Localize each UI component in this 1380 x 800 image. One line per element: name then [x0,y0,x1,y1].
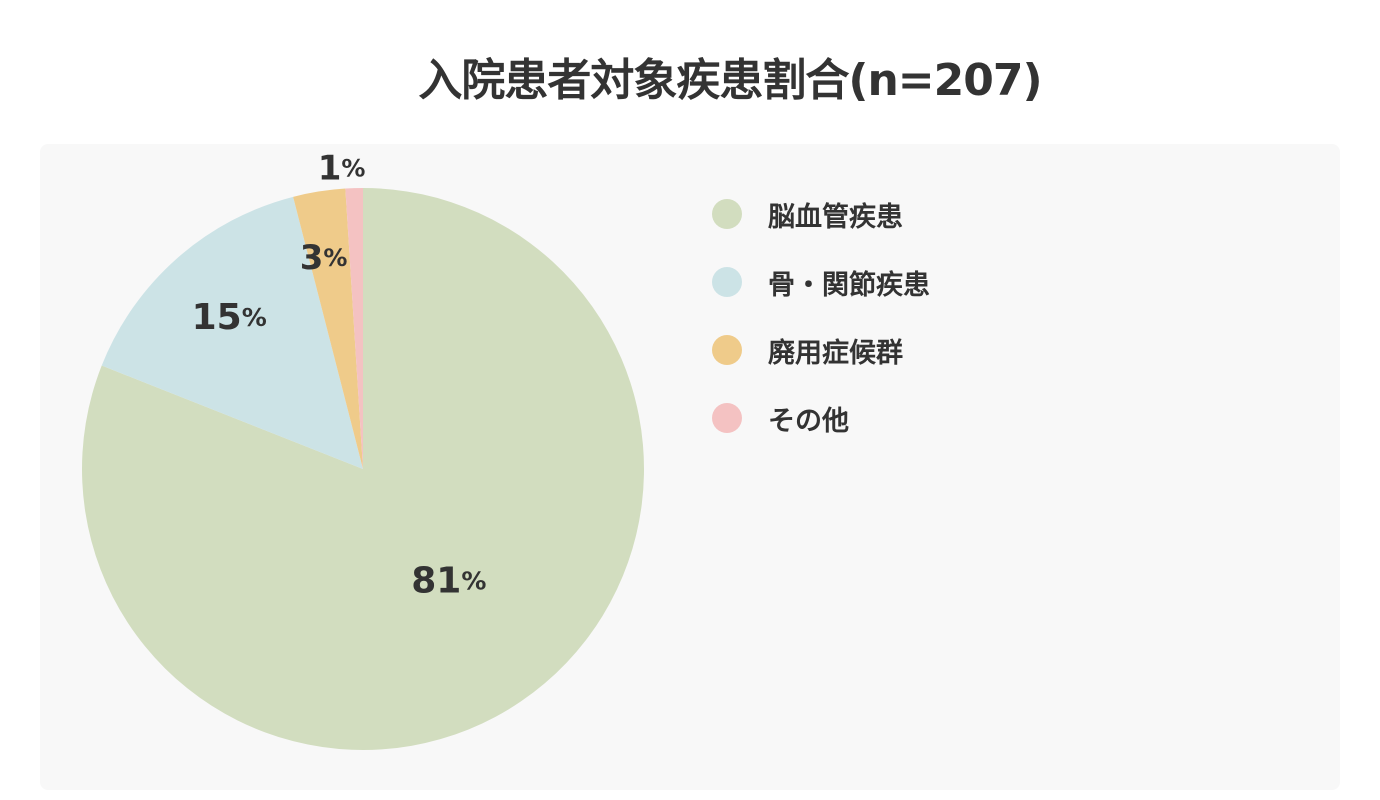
legend: 脳血管疾患 骨・関節疾患 廃用症候群 その他 [712,196,930,468]
pie-labels: 81%15%3%1% [192,148,487,601]
slice-label-disuse: 3% [300,238,348,278]
legend-label-disuse: 廃用症候群 [768,337,903,369]
slice-label-bone-joint: 15% [192,297,267,338]
pie-slice-other [345,188,363,469]
legend-item-other: その他 [712,400,930,437]
slice-value-bone-joint: 15 [192,297,242,338]
chart-title: 入院患者対象疾患割合(n=207) [418,55,1042,106]
legend-swatch-other [712,403,742,433]
pie-slices [81,188,645,751]
legend-swatch-disuse [712,335,742,365]
legend-label-other: その他 [768,405,849,437]
legend-swatch-bone-joint [712,267,742,297]
slice-value-disuse: 3 [300,238,324,278]
slice-label-cerebrovascular: 81% [411,560,486,601]
legend-item-bone-joint: 骨・関節疾患 [712,264,930,301]
pie-slice-disuse [293,188,363,469]
pie-slice-cerebrovascular [81,188,645,751]
slice-unit-other: % [341,154,365,182]
slice-unit-disuse: % [323,244,347,272]
pie-slice-bone-joint [101,196,363,469]
slice-value-other: 1 [318,148,342,188]
slice-unit-bone-joint: % [242,303,267,332]
slice-label-other: 1% [318,148,366,188]
slice-unit-cerebrovascular: % [461,566,486,595]
legend-swatch-cerebrovascular [712,199,742,229]
slice-value-cerebrovascular: 81 [411,560,461,601]
legend-item-cerebrovascular: 脳血管疾患 [712,196,930,233]
legend-label-bone-joint: 骨・関節疾患 [768,269,930,301]
legend-item-disuse: 廃用症候群 [712,332,930,369]
legend-label-cerebrovascular: 脳血管疾患 [768,201,903,233]
